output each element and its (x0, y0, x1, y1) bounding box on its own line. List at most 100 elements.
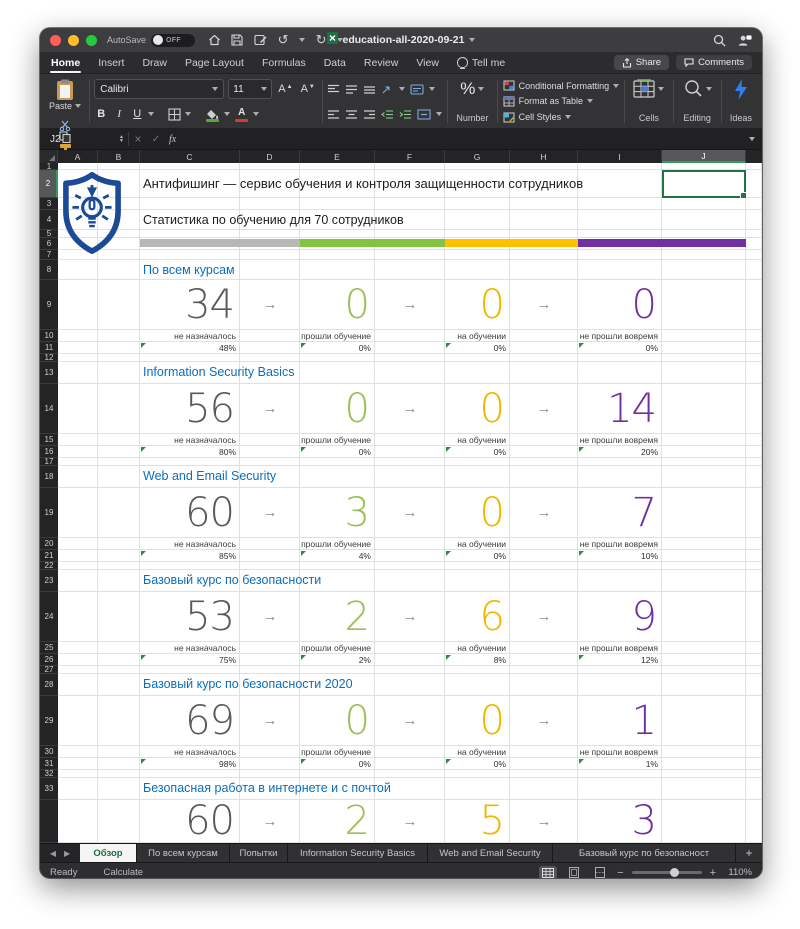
row-header-18[interactable]: 18 (40, 466, 58, 488)
grid-cell[interactable] (140, 562, 240, 569)
orientation-icon[interactable] (381, 84, 394, 95)
row-header-3[interactable]: 3 (40, 198, 58, 210)
grid-cell[interactable] (98, 642, 140, 653)
ribbon-tab-view[interactable]: View (415, 55, 440, 71)
grid-cell[interactable] (445, 562, 510, 569)
grid-cell[interactable] (662, 674, 746, 695)
align-center-icon[interactable] (345, 109, 358, 120)
grid-cell[interactable] (98, 570, 140, 591)
grid-cell[interactable] (510, 434, 578, 445)
grid-cell[interactable] (240, 330, 300, 341)
grid-cell[interactable] (510, 163, 578, 169)
toolbar-options-icon[interactable] (337, 38, 343, 42)
grid-cell[interactable] (746, 592, 762, 641)
grid-cell[interactable] (58, 342, 98, 353)
wrap-text-dropdown-icon[interactable] (429, 87, 435, 91)
page-break-view-icon[interactable] (591, 866, 609, 879)
grid-cell[interactable] (662, 550, 746, 561)
grid-cell[interactable] (578, 466, 662, 487)
grid-cell[interactable] (746, 758, 762, 769)
grid-cell[interactable] (510, 458, 578, 465)
grid-cell[interactable] (300, 666, 375, 673)
grid-cell[interactable] (98, 446, 140, 457)
grid-cell[interactable] (662, 538, 746, 549)
grid-cell[interactable] (98, 592, 140, 641)
grid-cell[interactable] (662, 163, 746, 169)
grid-cell[interactable] (746, 163, 762, 169)
column-header-F[interactable]: F (375, 150, 445, 163)
grid-cell[interactable] (662, 666, 746, 673)
grid-cell[interactable] (375, 230, 445, 237)
name-box-stepper-icon[interactable]: ▲ ▼ (119, 135, 124, 143)
grid-cell[interactable] (240, 654, 300, 665)
column-header-E[interactable]: E (300, 150, 375, 163)
grid-cell[interactable] (662, 562, 746, 569)
grid-cell[interactable] (445, 770, 510, 777)
grid-cell[interactable] (746, 260, 762, 279)
grid-cell[interactable] (58, 330, 98, 341)
cancel-entry-icon[interactable]: × (129, 132, 147, 146)
row-header-2[interactable]: 2 (40, 170, 58, 198)
grid-cell[interactable] (578, 778, 662, 799)
grid-cell[interactable] (240, 746, 300, 757)
search-icon[interactable] (712, 33, 726, 47)
grid-cell[interactable] (98, 163, 140, 169)
grid-cell[interactable] (578, 458, 662, 465)
grid-cell[interactable] (58, 746, 98, 757)
grid-cell[interactable] (58, 570, 98, 591)
grid-cell[interactable] (445, 163, 510, 169)
grid-cell[interactable] (445, 230, 510, 237)
grid-cell[interactable] (240, 770, 300, 777)
autosave-toggle[interactable]: OFF (151, 34, 195, 47)
grid-cell[interactable] (98, 434, 140, 445)
grid-cell[interactable] (98, 800, 140, 842)
comments-button[interactable]: Comments (676, 55, 752, 70)
grid-cell[interactable] (98, 488, 140, 537)
grid-cell[interactable] (578, 163, 662, 169)
row-header-7[interactable]: 7 (40, 250, 58, 260)
column-header-C[interactable]: C (140, 150, 240, 163)
cell-styles-button[interactable]: Cell Styles (503, 110, 620, 125)
grid-cell[interactable] (746, 538, 762, 549)
sheet-tab-4[interactable]: Information Security Basics (288, 844, 428, 862)
formula-input[interactable] (180, 129, 742, 149)
grid-cell[interactable] (746, 446, 762, 457)
align-middle-icon[interactable] (345, 84, 358, 95)
grid-cell[interactable] (98, 550, 140, 561)
row-header-32[interactable]: 32 (40, 770, 58, 778)
grid-cell[interactable] (510, 758, 578, 769)
grid-cell[interactable] (578, 198, 662, 209)
grid-cell[interactable] (662, 280, 746, 329)
grid-cell[interactable] (58, 434, 98, 445)
grid-cell[interactable] (662, 778, 746, 799)
grid-cell[interactable] (98, 746, 140, 757)
editing-button[interactable]: Editing (679, 78, 716, 125)
grid-cell[interactable] (578, 770, 662, 777)
grid-cell[interactable] (58, 354, 98, 361)
grid-cell[interactable] (746, 654, 762, 665)
grid-cell[interactable] (746, 746, 762, 757)
grid-cell[interactable] (300, 230, 375, 237)
grid-cell[interactable] (662, 260, 746, 279)
grid-cell[interactable] (510, 342, 578, 353)
font-name-select[interactable]: Calibri (94, 79, 224, 99)
grid-cell[interactable] (240, 250, 300, 259)
grid-cell[interactable] (140, 163, 240, 169)
grid-cell[interactable] (98, 758, 140, 769)
grid-cell[interactable] (746, 666, 762, 673)
grid-cell[interactable] (300, 354, 375, 361)
grid-cell[interactable] (98, 260, 140, 279)
grid-cell[interactable] (140, 354, 240, 361)
save-icon[interactable] (230, 33, 244, 47)
italic-button[interactable]: I (112, 108, 126, 120)
grid-cell[interactable] (510, 550, 578, 561)
grid-cell[interactable] (98, 384, 140, 433)
grid-cell[interactable] (578, 230, 662, 237)
grid-cell[interactable] (58, 384, 98, 433)
paste-button[interactable]: Paste (46, 78, 84, 112)
grid-cell[interactable] (510, 198, 578, 209)
grid-cell[interactable] (510, 770, 578, 777)
row-header-20[interactable]: 20 (40, 538, 58, 550)
grid-cell[interactable] (240, 538, 300, 549)
grid-cell[interactable] (746, 250, 762, 259)
